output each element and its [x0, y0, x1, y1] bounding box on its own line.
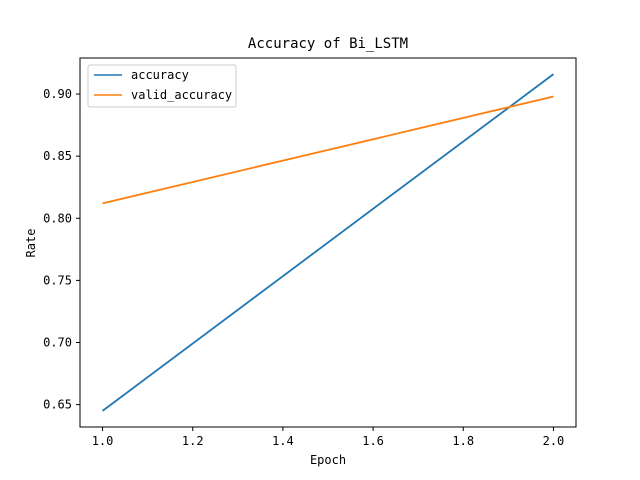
legend-label-accuracy: accuracy [131, 68, 189, 82]
plot-lines [102, 73, 554, 412]
y-tick-label: 0.90 [43, 87, 72, 101]
x-tick-label: 1.6 [362, 434, 384, 448]
y-axis-ticks: 0.65 0.70 0.75 0.80 0.85 0.90 [43, 87, 80, 412]
chart-title: Accuracy of Bi_LSTM [248, 36, 408, 52]
y-tick-label: 0.65 [43, 398, 72, 412]
x-tick-label: 2.0 [543, 434, 565, 448]
y-tick-label: 0.85 [43, 149, 72, 163]
x-tick-label: 1.2 [182, 434, 204, 448]
plot-area-frame [79, 57, 577, 428]
legend-label-valid-accuracy: valid_accuracy [131, 88, 232, 102]
x-axis-label: Epoch [310, 453, 346, 467]
x-tick-label: 1.0 [92, 434, 114, 448]
y-tick-label: 0.75 [43, 273, 72, 287]
y-tick-label: 0.70 [43, 336, 72, 350]
legend-box [87, 64, 237, 108]
series-line-valid-accuracy [102, 95, 554, 205]
series-line-accuracy [102, 73, 554, 412]
y-axis-label: Rate [24, 229, 38, 258]
x-tick-label: 1.8 [452, 434, 474, 448]
y-tick-label: 0.80 [43, 211, 72, 225]
x-axis-ticks: 1.0 1.2 1.4 1.6 1.8 2.0 [92, 427, 565, 448]
legend: accuracy valid_accuracy [87, 64, 237, 108]
x-tick-label: 1.4 [272, 434, 294, 448]
